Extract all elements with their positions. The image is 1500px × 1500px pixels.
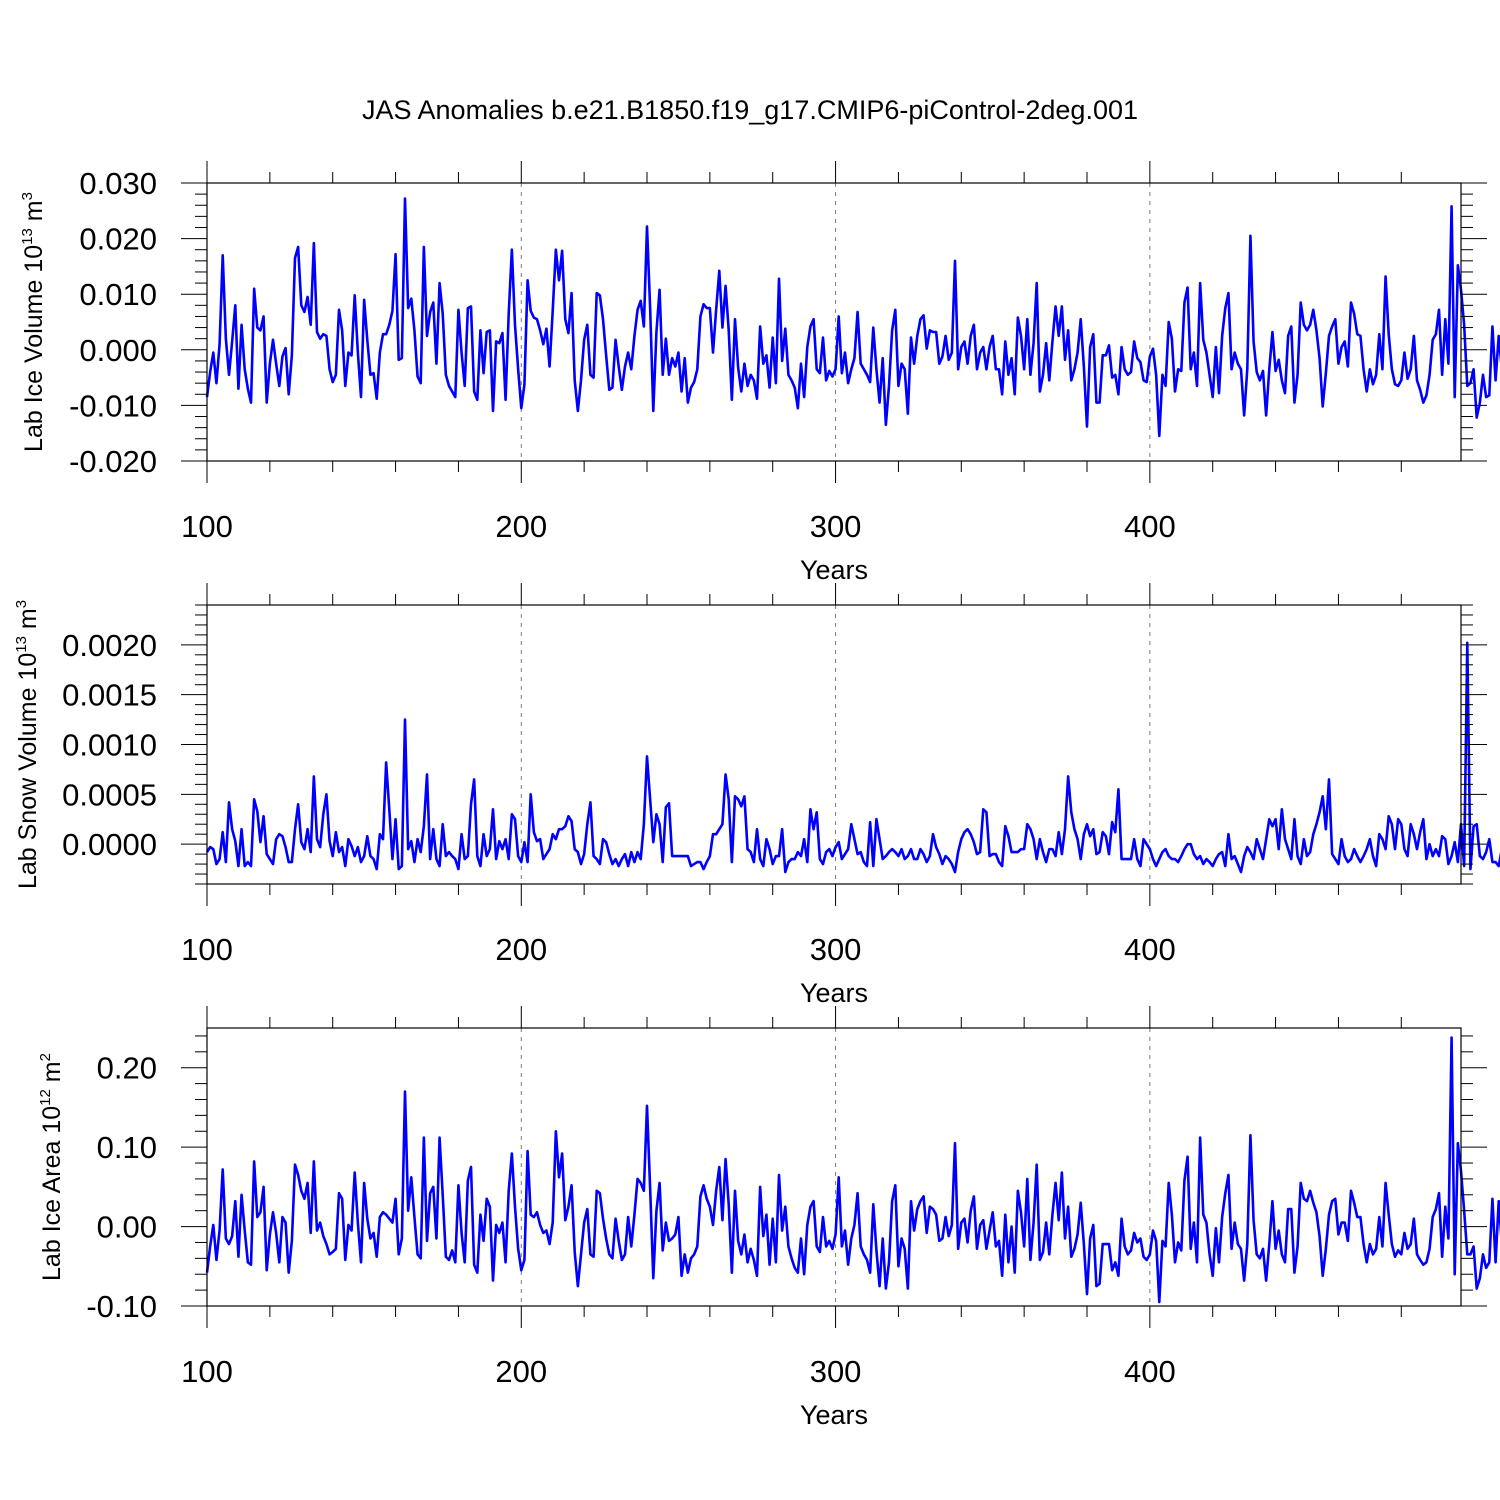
panel-ice-area: 100 200 300 400 -0.10 0.00 0.10 0.20 Years Lab Ic… bbox=[37, 1006, 1500, 1430]
series-line bbox=[205, 1036, 1500, 1304]
y-axis-title: Lab Ice Volume 1013 m3 bbox=[19, 192, 48, 452]
y-tick-label: 0.030 bbox=[79, 166, 157, 201]
x-tick-label: 100 bbox=[181, 509, 233, 544]
y-tick-label: 0.0010 bbox=[62, 728, 157, 763]
x-tick-label: 100 bbox=[181, 932, 233, 967]
y-tick-label: 0.000 bbox=[79, 333, 157, 368]
panel-snow-volume: 100 200 300 400 0.0000 0.0005 0.0010 0.0015 0.00… bbox=[13, 583, 1500, 1008]
plot-frame bbox=[206, 604, 1462, 885]
x-tick-label: 400 bbox=[1124, 1354, 1176, 1389]
plot-frame bbox=[206, 1027, 1462, 1307]
x-axis-title: Years bbox=[800, 1400, 868, 1430]
x-tick-label: 300 bbox=[810, 1354, 862, 1389]
x-tick-label: 300 bbox=[810, 932, 862, 967]
y-tick-label: 0.00 bbox=[97, 1210, 157, 1245]
x-tick-label: 200 bbox=[495, 932, 547, 967]
x-tick-label: 300 bbox=[810, 509, 862, 544]
y-tick-label: 0.0015 bbox=[62, 678, 157, 713]
y-tick-label: 0.0005 bbox=[62, 777, 157, 812]
plot-frame bbox=[206, 182, 1462, 462]
y-tick-label: 0.0000 bbox=[62, 827, 157, 862]
x-tick-label: 100 bbox=[181, 1354, 233, 1389]
y-tick-label: 0.020 bbox=[79, 222, 157, 257]
y-axis-title: Lab Snow Volume 1013 m3 bbox=[13, 600, 42, 889]
y-axis-title: Lab Ice Area 1012 m2 bbox=[37, 1053, 66, 1281]
figure-title: JAS Anomalies b.e21.B1850.f19_g17.CMIP6-… bbox=[362, 95, 1138, 125]
y-tick-label: -0.020 bbox=[69, 444, 157, 479]
x-tick-label: 400 bbox=[1124, 509, 1176, 544]
panel-ice-volume: 100 200 300 400 -0.020 -0.010 0.000 0.010 0.020 0… bbox=[19, 161, 1500, 585]
y-tick-label: 0.10 bbox=[97, 1130, 157, 1165]
y-tick-label: -0.010 bbox=[69, 388, 157, 423]
series-line bbox=[205, 197, 1500, 438]
y-tick-label: -0.10 bbox=[86, 1289, 157, 1324]
x-axis-title: Years bbox=[800, 978, 868, 1008]
x-axis-title: Years bbox=[800, 555, 868, 585]
x-tick-label: 200 bbox=[495, 1354, 547, 1389]
y-tick-label: 0.010 bbox=[79, 277, 157, 312]
y-tick-label: 0.0020 bbox=[62, 628, 157, 663]
series-line bbox=[205, 641, 1500, 874]
x-tick-label: 200 bbox=[495, 509, 547, 544]
x-tick-label: 400 bbox=[1124, 932, 1176, 967]
y-tick-label: 0.20 bbox=[97, 1051, 157, 1086]
